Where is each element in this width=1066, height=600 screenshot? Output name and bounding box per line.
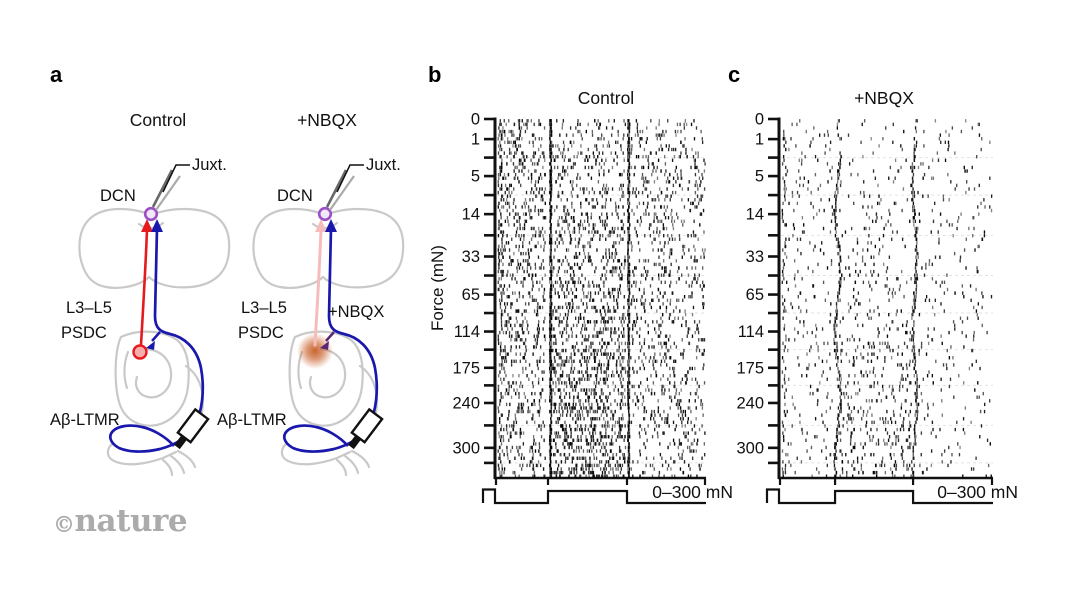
raster-plot-nbqx — [781, 119, 993, 478]
segments-label-nbqx: L3–L5 — [241, 299, 287, 317]
juxt-label-connector — [162, 164, 190, 193]
paw-outline — [106, 441, 178, 466]
y-tick-label: 114 — [738, 323, 764, 341]
synapse-arrowhead — [146, 341, 155, 350]
dcn-label-nbqx: DCN — [277, 187, 313, 205]
nbqx-drug-blob — [297, 333, 333, 369]
spinal-cord-outline — [114, 330, 190, 427]
dcn-label-control: DCN — [100, 187, 136, 205]
y-tick-label: 175 — [736, 359, 764, 377]
brainstem-outline — [78, 207, 231, 289]
y-tick-label: 14 — [462, 206, 480, 224]
synapse-arrowhead — [320, 341, 329, 350]
pipette-icon — [151, 169, 174, 208]
stim-range-label-control: 0–300 mN — [652, 482, 733, 502]
panel-a-label: a — [50, 62, 63, 87]
psdc-axon — [139, 227, 149, 347]
y-tick-label: 14 — [746, 206, 764, 224]
y-tick-label: 300 — [736, 439, 764, 457]
y-tick-label: 240 — [452, 394, 480, 412]
y-tick-label: 33 — [746, 248, 764, 266]
y-tick-label: 114 — [454, 323, 480, 341]
paw-outline — [280, 441, 352, 466]
stimulus-trace — [765, 488, 993, 505]
juxtacellular-label-nbqx: Juxt. — [366, 156, 401, 174]
stimulator-probe — [174, 407, 210, 450]
panel-b-label: b — [428, 62, 442, 87]
diagram-control-title: Control — [129, 110, 187, 130]
segments-label-control: L3–L5 — [66, 299, 112, 317]
brainstem-outline — [252, 207, 405, 289]
psdc-axon — [313, 227, 323, 347]
diagram-nbqx-title: +NBQX — [297, 110, 357, 130]
y-tick-label: 33 — [462, 248, 480, 266]
panel-c-label: c — [728, 62, 741, 87]
ltmr-arrowhead — [151, 219, 163, 232]
nature-watermark: ©nature — [53, 503, 188, 539]
y-tick-label: 1 — [471, 131, 480, 149]
panel-b-title: Control — [577, 88, 635, 108]
pipette-icon — [325, 169, 348, 208]
copyright-icon: © — [53, 512, 75, 538]
y-tick-label: 0 — [471, 111, 480, 129]
stimulator-probe — [348, 407, 384, 450]
stim-range-label-nbqx: 0–300 mN — [937, 482, 1018, 502]
y-tick-label: 65 — [746, 286, 764, 304]
ltmr-arrowhead — [325, 219, 337, 232]
spinal-cord-outline — [288, 330, 364, 427]
y-tick-label: 300 — [452, 439, 480, 457]
diagram-control-art — [78, 164, 231, 477]
psdc-label-nbqx: PSDC — [238, 324, 284, 342]
y-tick-label: 240 — [736, 394, 764, 412]
y-tick-label: 1 — [755, 131, 764, 149]
dcn-neuron-soma — [317, 206, 333, 222]
y-tick-label: 65 — [462, 286, 480, 304]
y-tick-label: 5 — [755, 168, 764, 186]
afferent-label-nbqx: Aβ-LTMR — [217, 411, 287, 429]
stimulus-trace — [481, 488, 706, 505]
y-tick-label: 175 — [452, 359, 480, 377]
psdc-arrowhead — [315, 219, 327, 232]
y-tick-label: 5 — [471, 168, 480, 186]
psdc-label-control: PSDC — [61, 324, 107, 342]
panel-c-title: +NBQX — [854, 88, 914, 108]
juxtacellular-label-control: Juxt. — [192, 156, 227, 174]
y-axis-label: Force (mN) — [428, 245, 447, 331]
psdc-soma — [132, 344, 148, 360]
y-tick-label: 0 — [755, 111, 764, 129]
drug-label-nbqx: +NBQX — [328, 303, 385, 321]
watermark-text: nature — [74, 503, 188, 539]
diagram-nbqx-art — [252, 164, 405, 477]
raster-plot-control — [497, 119, 706, 478]
dcn-neuron-soma — [143, 206, 159, 222]
psdc-arrowhead — [141, 219, 153, 232]
afferent-label-control: Aβ-LTMR — [50, 411, 120, 429]
juxt-label-connector — [336, 164, 364, 193]
